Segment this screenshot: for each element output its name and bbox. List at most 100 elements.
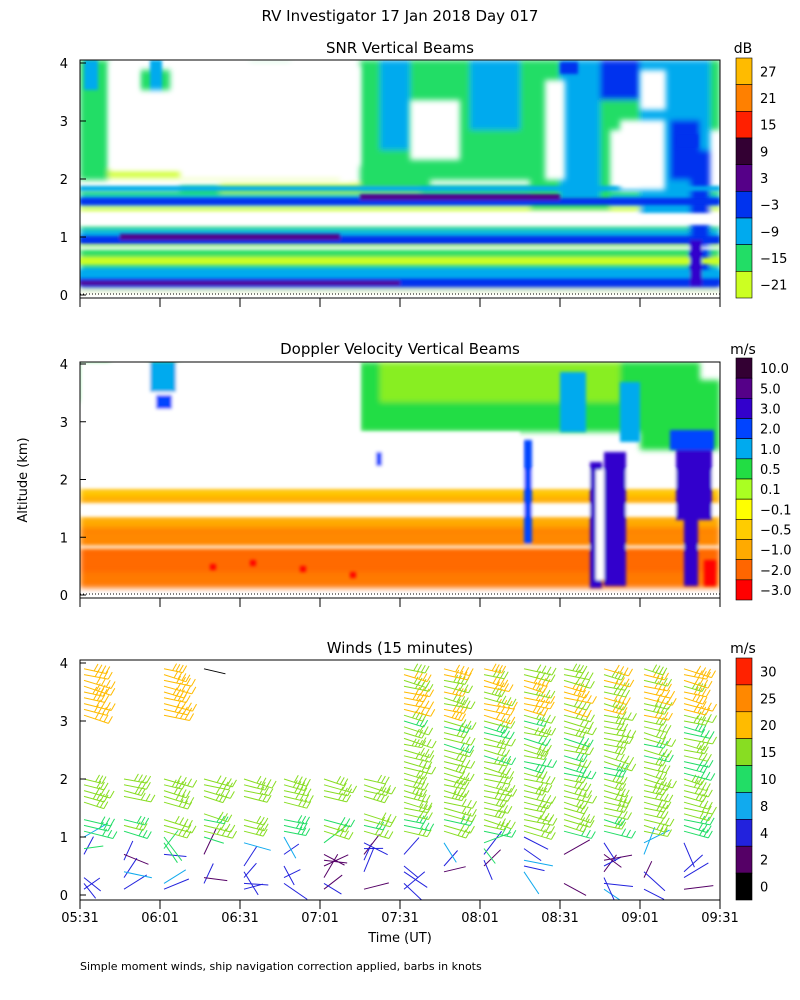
colorbar-swatch	[735, 271, 753, 299]
wind-barb-flag	[192, 703, 197, 712]
snr-clear-patches	[110, 60, 666, 190]
wind-barb	[563, 824, 584, 833]
wind-barb-flag	[589, 747, 594, 755]
wind-barb-flag	[707, 801, 713, 810]
wind-barb-flag	[256, 775, 262, 784]
wind-barb-flag	[146, 775, 152, 784]
wind-barb-flag	[621, 799, 627, 807]
wind-barb-flag	[700, 729, 706, 737]
wind-barb-flag	[417, 792, 423, 801]
wind-barb-flag	[298, 786, 304, 795]
wind-barb-flag	[185, 695, 191, 703]
wind-barb-flag	[464, 777, 470, 786]
y-tick-label: 3	[60, 416, 68, 431]
wind-barb-flag	[296, 781, 302, 789]
wind-barb-flag	[415, 686, 421, 695]
wind-barb-flag	[386, 814, 392, 822]
x-tick-label: 07:01	[301, 911, 338, 926]
wind-barb-flag	[423, 801, 429, 809]
wind-barb-flag	[664, 672, 669, 681]
wind-barb-flag	[661, 764, 667, 772]
wind-barb-flag	[380, 816, 386, 825]
wind-barb-flag	[466, 799, 472, 808]
wind-barb-flag	[586, 709, 592, 718]
wind-barb-flag	[701, 688, 707, 697]
wind-barb	[603, 853, 622, 868]
wind-barb-flag	[619, 753, 625, 762]
colorbar-swatch	[735, 111, 753, 139]
wind-barb-flag	[659, 730, 665, 739]
wind-barb-flag	[464, 743, 470, 752]
wind-barb-flag	[575, 774, 581, 782]
wind-barb-flag	[693, 780, 699, 788]
wind-barb-flag	[579, 775, 584, 783]
wind-barb-flag	[429, 823, 435, 832]
colorbar-swatch	[735, 559, 753, 581]
wind-barb-flag	[472, 800, 477, 809]
wind-barb-flag	[629, 679, 635, 688]
wind-barb	[483, 860, 493, 881]
wind-barb-flag	[701, 706, 707, 715]
snr-units: dB	[734, 41, 753, 57]
wind-barb-flag	[702, 824, 708, 832]
wind-barb	[563, 839, 591, 855]
wind-barb-flag	[186, 702, 192, 711]
wind-barb-flag	[579, 736, 585, 744]
wind-barb-flag	[385, 788, 391, 796]
wind-barb-flag	[622, 776, 628, 785]
colorbar-swatch	[735, 438, 753, 460]
wind-barb-flag	[419, 724, 425, 733]
wind-barb-flag	[218, 811, 224, 820]
wind-barb-flag	[578, 758, 584, 766]
wind-barb-flag	[466, 807, 472, 815]
wind-barb-flag	[420, 781, 426, 790]
wind-barb-flag	[662, 772, 668, 780]
wind-barb-flag	[656, 739, 661, 747]
wind-barb-flag	[266, 779, 272, 787]
wind-barb-flag	[510, 721, 516, 729]
wind-barb-flag	[472, 808, 477, 817]
wind-barb-flag	[547, 801, 553, 809]
doppler-colorbar: 10.0 5.0 3.0 2.0 1.0 0.5 0.1 −0.1 −0.5 −1.0 −2.0 −3…	[735, 357, 792, 601]
wind-barb-flag	[391, 786, 397, 795]
colorbar-swatch	[735, 819, 753, 847]
wind-barb-flag	[701, 671, 707, 679]
wind-barb	[483, 832, 512, 844]
colorbar-label: 2	[760, 854, 768, 869]
wind-barb-flag	[422, 777, 428, 785]
wind-barb-flag	[424, 665, 430, 674]
wind-barb-flag	[180, 794, 185, 802]
wind-barb-flag	[579, 753, 585, 761]
wind-barb	[123, 840, 134, 861]
wind-barb-flag	[705, 689, 711, 697]
wind-barb-flag	[627, 812, 632, 820]
doppler-panel: Doppler Velocity Vertical Beams	[60, 340, 792, 607]
colorbar-swatch	[735, 458, 753, 480]
wind-barb-flag	[419, 815, 425, 824]
wind-barb-flag	[614, 670, 620, 679]
wind-barb-flag	[424, 822, 430, 831]
wind-barb-flag	[145, 793, 151, 802]
wind-barb-flag	[585, 829, 591, 838]
wind-barb	[483, 849, 501, 867]
wind-barb-flag	[464, 790, 470, 798]
y-tick-label: 2	[60, 173, 68, 188]
x-axis-label: Time (UT)	[367, 931, 432, 946]
snr-axes: 0 1 2 3 4	[60, 57, 721, 307]
wind-barb-flag	[586, 770, 592, 779]
wind-barb-flag	[660, 816, 666, 824]
wind-barb-flag	[96, 676, 101, 685]
wind-barb-flag	[350, 819, 356, 828]
wind-barb-flag	[183, 800, 188, 808]
wind-barb-flag	[512, 788, 518, 797]
wind-barb-flag	[666, 779, 672, 787]
wind-barb-flag	[186, 677, 191, 686]
wind-barb-flag	[496, 785, 502, 794]
doppler-field-soft	[80, 362, 720, 588]
wind-barb-flag	[461, 811, 467, 820]
wind-barb-flag	[431, 766, 437, 775]
wind-barb	[403, 865, 419, 879]
wind-barb-flag	[220, 788, 226, 796]
wind-barb-flag	[457, 780, 462, 788]
wind-barb-flag	[665, 689, 671, 698]
